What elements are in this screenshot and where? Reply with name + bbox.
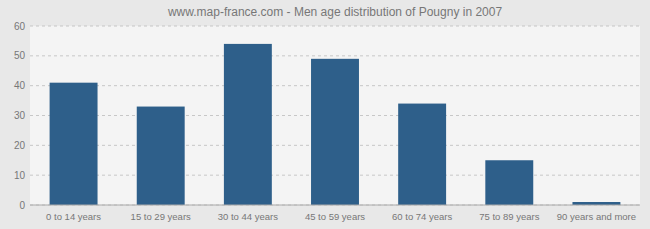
x-tick-label: 45 to 59 years <box>305 211 365 222</box>
y-tick-label: 20 <box>14 140 26 151</box>
grid-line <box>30 26 640 27</box>
y-tick-label: 40 <box>14 80 26 91</box>
grid-line <box>30 55 640 56</box>
bar <box>311 59 359 205</box>
bar <box>50 83 98 205</box>
y-tick-label: 0 <box>19 200 25 211</box>
bar <box>224 44 272 205</box>
chart-container: 0 10 20 30 40 50 60 0 to 14 years 15 to 29 years… <box>0 0 650 229</box>
x-axis-line <box>30 205 640 206</box>
bar <box>137 107 185 205</box>
x-tick-label: 0 to 14 years <box>46 211 101 222</box>
x-tick-label: 15 to 29 years <box>131 211 191 222</box>
y-tick-label: 10 <box>14 170 26 181</box>
bars <box>50 44 621 205</box>
bar <box>398 104 446 205</box>
plot-background <box>30 26 640 205</box>
x-tick-label: 30 to 44 years <box>218 211 278 222</box>
bar <box>485 160 533 205</box>
y-tick-label: 30 <box>14 110 26 121</box>
y-grid <box>30 26 640 205</box>
chart: 0 10 20 30 40 50 60 0 to 14 years 15 to 29 years… <box>0 0 650 229</box>
title: www.map-france.com - Men age distributio… <box>167 5 502 19</box>
y-tick-label: 50 <box>14 50 26 61</box>
x-tick-label: 60 to 74 years <box>392 211 452 222</box>
x-tick-label: 90 years and more <box>557 211 636 222</box>
grid-line <box>30 205 640 206</box>
x-tick-label: 75 to 89 years <box>479 211 539 222</box>
y-tick-label: 60 <box>14 21 26 32</box>
